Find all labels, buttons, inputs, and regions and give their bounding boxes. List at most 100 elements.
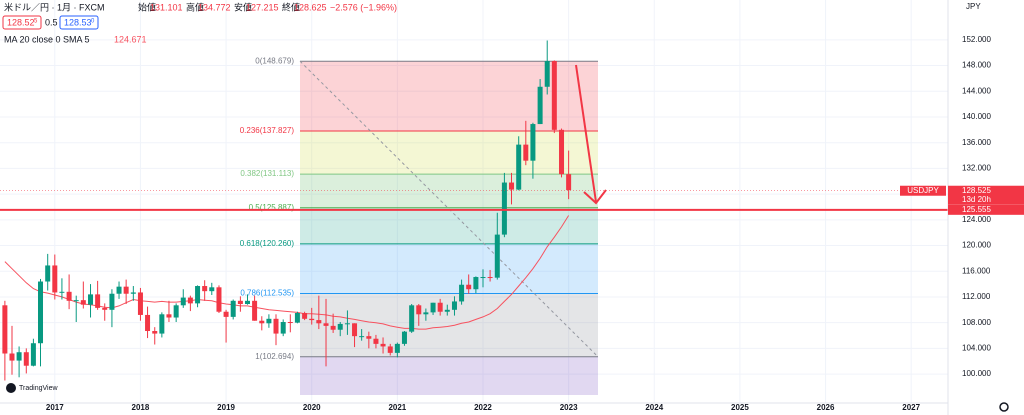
candle-body bbox=[430, 302, 436, 313]
candle-body bbox=[16, 352, 22, 361]
candle-body bbox=[409, 305, 415, 332]
sell-price[interactable]: 128.52 bbox=[7, 17, 35, 27]
grid: 100.000 104.000 108.000 112.000 116.000 120.0… bbox=[0, 0, 991, 412]
candle-body bbox=[330, 325, 336, 330]
buy-pip[interactable]: 0 bbox=[91, 19, 95, 25]
candle-body bbox=[137, 292, 143, 315]
ohlc-value: 127.215 bbox=[246, 2, 279, 12]
candle-body bbox=[109, 293, 115, 310]
settings-icon[interactable] bbox=[999, 402, 1009, 412]
change: −2.576 (−1.96%) bbox=[330, 2, 397, 12]
candle-body bbox=[123, 286, 129, 294]
sell-button[interactable] bbox=[2, 15, 42, 30]
candle-body bbox=[359, 336, 365, 338]
candle-body bbox=[537, 86, 543, 125]
x-tick-label: 2020 bbox=[303, 403, 321, 412]
candle-body bbox=[102, 307, 108, 310]
candle-body bbox=[59, 291, 65, 293]
fib-label: 1(102.694) bbox=[255, 352, 294, 361]
y-tick-label: 148.000 bbox=[962, 61, 991, 70]
ohlc-label: 終値 bbox=[282, 1, 300, 12]
ohlc-label: 高値 bbox=[186, 1, 204, 12]
ohlc-value: 134.772 bbox=[198, 2, 231, 12]
candle-body bbox=[323, 323, 329, 326]
last-price-box bbox=[948, 185, 1024, 205]
fib-zone bbox=[300, 130, 598, 175]
x-tick-label: 2027 bbox=[902, 403, 920, 412]
y-tick-label: 112.000 bbox=[962, 292, 991, 301]
candle-body bbox=[316, 320, 322, 324]
candle-body bbox=[88, 294, 94, 305]
hline-label-box bbox=[948, 204, 1024, 215]
candle-body bbox=[45, 265, 51, 282]
buy-button[interactable] bbox=[59, 15, 99, 30]
candle-body bbox=[530, 124, 536, 161]
x-tick-label: 2017 bbox=[46, 403, 64, 412]
x-tick-label: 2025 bbox=[731, 403, 749, 412]
buy-price[interactable]: 128.53 bbox=[64, 17, 92, 27]
x-tick-label: 2022 bbox=[474, 403, 492, 412]
countdown: 13d 20h bbox=[962, 195, 991, 204]
last-price: 128.525 bbox=[962, 186, 991, 195]
y-tick-label: 100.000 bbox=[962, 369, 991, 378]
ohlc-label: 始値 bbox=[138, 1, 156, 12]
symbol-label: USDJPY bbox=[907, 186, 939, 195]
candle-body bbox=[387, 346, 393, 353]
hline-label: 125.555 bbox=[962, 205, 991, 214]
y-tick-label: 136.000 bbox=[962, 138, 991, 147]
candle-body bbox=[80, 300, 86, 305]
ohlc-value: 128.625 bbox=[294, 2, 327, 12]
candle-body bbox=[244, 300, 250, 305]
fib-label: 0.382(131.113) bbox=[240, 169, 294, 178]
candle-body bbox=[95, 294, 101, 308]
y-tick-label: 116.000 bbox=[962, 266, 991, 275]
sell-pip[interactable]: 5 bbox=[34, 19, 38, 25]
candle-body bbox=[195, 286, 201, 304]
ohlc-label: 安値 bbox=[234, 1, 252, 12]
ohlc-value: 131.101 bbox=[150, 2, 183, 12]
y-tick-label: 120.000 bbox=[962, 241, 991, 250]
candle-body bbox=[2, 305, 8, 354]
candle-body bbox=[216, 287, 222, 312]
fib-label: 0.618(120.260) bbox=[240, 239, 295, 248]
candle-body bbox=[130, 292, 136, 294]
candle-body bbox=[366, 336, 372, 339]
candle-body bbox=[487, 277, 493, 279]
candle-body bbox=[423, 312, 429, 315]
candle-body bbox=[223, 311, 229, 317]
x-tick-label: 2024 bbox=[645, 403, 663, 412]
x-tick-label: 2018 bbox=[132, 403, 150, 412]
candle-body bbox=[459, 284, 465, 302]
candle-body bbox=[230, 300, 236, 317]
candle-body bbox=[494, 234, 500, 278]
arrow bbox=[575, 64, 607, 205]
candle-body bbox=[180, 297, 186, 306]
x-tick-label: 2023 bbox=[560, 403, 578, 412]
candle-body bbox=[259, 320, 265, 324]
candle-body bbox=[294, 313, 300, 323]
candle-body bbox=[209, 287, 215, 292]
candle-body bbox=[523, 144, 529, 161]
candle-body bbox=[466, 284, 472, 290]
candle-body bbox=[73, 300, 79, 302]
candle-body bbox=[30, 343, 36, 366]
candle-body bbox=[401, 331, 407, 344]
candle-body bbox=[544, 61, 550, 87]
fibonacci: 0(148.679) 0.236(137.827) 0.382(131.113) 0.… bbox=[240, 56, 599, 395]
x-tick-label: 2026 bbox=[817, 403, 835, 412]
candle-body bbox=[373, 338, 379, 344]
indicator-value: 124.671 bbox=[114, 34, 147, 44]
candle-body bbox=[302, 313, 308, 319]
fib-zone bbox=[300, 356, 598, 395]
fib-zone bbox=[300, 207, 598, 244]
fib-label: 0(148.679) bbox=[255, 56, 294, 65]
candle-body bbox=[66, 291, 72, 301]
candle-body bbox=[266, 318, 272, 324]
fib-zone bbox=[300, 293, 598, 357]
candle-body bbox=[23, 352, 29, 366]
candle-body bbox=[551, 61, 557, 130]
candle-body bbox=[159, 314, 165, 334]
y-tick-label: 152.000 bbox=[962, 35, 991, 44]
